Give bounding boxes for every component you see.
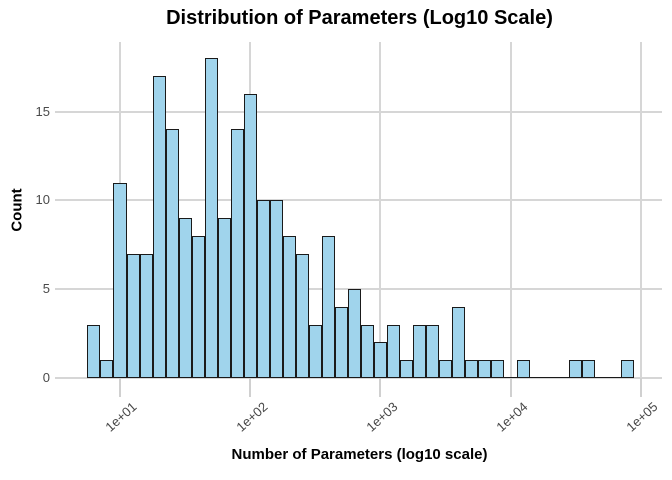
- histogram-bar: [269, 200, 283, 378]
- y-gridline: [55, 199, 662, 202]
- x-tick-mark: [639, 378, 642, 397]
- histogram-bar: [126, 253, 140, 378]
- x-tick-mark: [509, 378, 512, 397]
- x-gridline: [509, 42, 512, 378]
- x-gridline: [379, 42, 382, 378]
- histogram-bar: [87, 324, 101, 378]
- histogram-bar: [373, 342, 387, 378]
- histogram-bar: [321, 235, 335, 378]
- histogram-bar: [165, 129, 179, 378]
- histogram-bar: [178, 218, 192, 378]
- x-tick-label: 1e+01: [102, 399, 141, 435]
- histogram-bar: [191, 235, 205, 378]
- y-gridline: [55, 110, 662, 113]
- histogram-bar: [243, 93, 257, 378]
- histogram-bar: [569, 360, 583, 378]
- histogram-bar: [621, 360, 635, 378]
- histogram-bar: [230, 129, 244, 378]
- histogram-bar: [465, 360, 479, 378]
- histogram-bar: [152, 76, 166, 378]
- x-tick-label: 1e+05: [623, 399, 661, 435]
- x-tick-label: 1e+02: [233, 399, 271, 435]
- histogram-bar: [478, 360, 492, 378]
- histogram-bar: [308, 324, 322, 378]
- histogram-bar: [425, 324, 439, 378]
- histogram-bar: [100, 360, 114, 378]
- histogram-bar: [334, 306, 348, 378]
- y-tick-label: 15: [35, 103, 50, 119]
- histogram-bar: [347, 289, 361, 378]
- histogram-bar: [256, 200, 270, 378]
- histogram-bar: [491, 360, 505, 378]
- x-axis-title: Number of Parameters (log10 scale): [231, 446, 488, 463]
- histogram-bar: [386, 324, 400, 378]
- histogram-bar: [360, 324, 374, 378]
- x-tick-label: 1e+03: [363, 399, 401, 435]
- y-gridline: [55, 377, 662, 379]
- histogram-bar: [438, 360, 452, 378]
- y-tick-label: 0: [42, 370, 50, 385]
- x-gridline: [639, 42, 642, 378]
- histogram-bar: [582, 360, 596, 378]
- y-tick-label: 10: [35, 192, 50, 208]
- histogram-bar: [452, 306, 466, 378]
- histogram-bar: [517, 360, 531, 378]
- y-tick-label: 5: [42, 281, 50, 297]
- histogram-bar: [204, 58, 218, 378]
- x-tick-mark: [249, 378, 252, 397]
- histogram-bar: [412, 324, 426, 378]
- histogram-bar: [295, 253, 309, 378]
- x-tick-mark: [379, 378, 382, 397]
- histogram-bar: [282, 235, 296, 378]
- histogram-bar: [113, 182, 127, 378]
- histogram-bar: [399, 360, 413, 378]
- x-tick-mark: [119, 378, 121, 397]
- histogram-bar: [217, 218, 231, 378]
- histogram-bar: [139, 253, 153, 378]
- chart-title: Distribution of Parameters (Log10 Scale): [166, 7, 553, 29]
- x-tick-label: 1e+04: [493, 399, 531, 435]
